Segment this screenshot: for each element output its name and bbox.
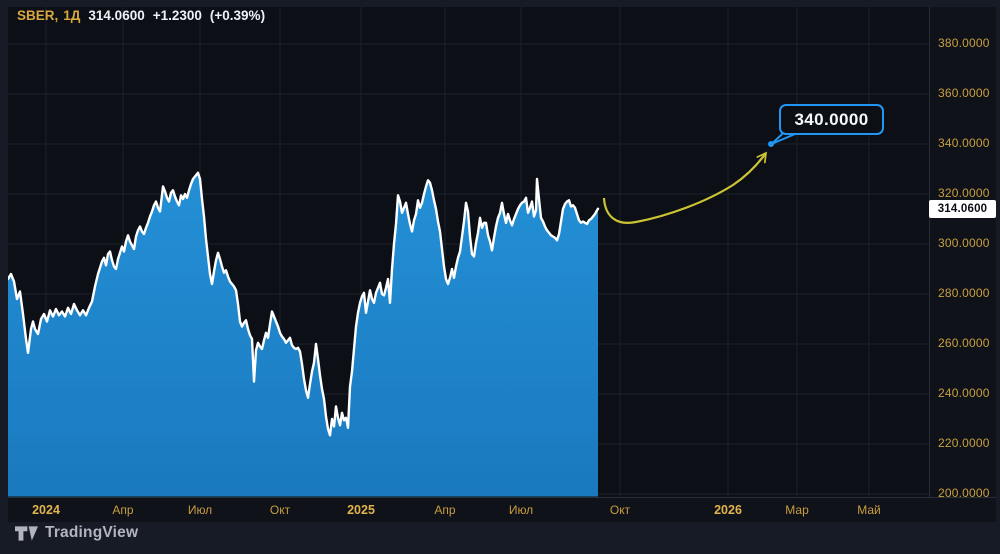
- symbol-name: SBER,: [17, 8, 59, 23]
- tradingview-wordmark: TradingView: [45, 524, 139, 541]
- last-price: 314.0600: [88, 8, 145, 23]
- time-axis[interactable]: [8, 497, 996, 522]
- target-price-callout[interactable]: 340.0000: [779, 104, 884, 135]
- price-change: +1.2300: [152, 8, 202, 23]
- price-chart-pane[interactable]: [8, 7, 929, 497]
- tradingview-logo-icon: [15, 525, 38, 541]
- current-price-tag: 314.0600: [929, 200, 996, 218]
- symbol-title[interactable]: SBER, 1Д: [17, 8, 80, 23]
- price-change-percent: (+0.39%): [209, 8, 266, 23]
- price-axis[interactable]: [929, 7, 996, 497]
- symbol-interval: 1Д: [63, 8, 81, 23]
- tradingview-attribution[interactable]: TradingView: [15, 524, 138, 542]
- chart-legend: SBER, 1Д 314.0600 +1.2300 (+0.39%): [17, 8, 265, 23]
